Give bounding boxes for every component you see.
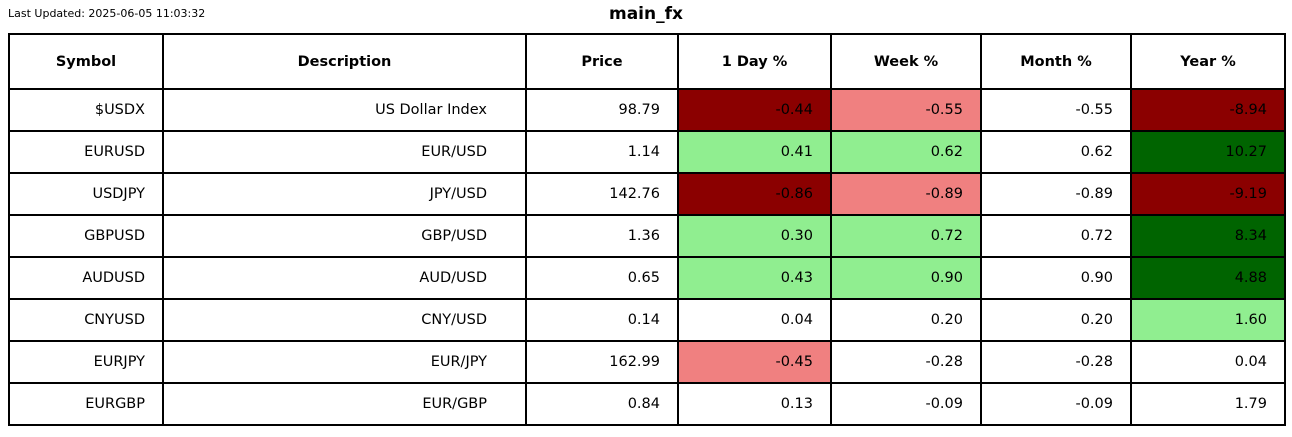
price-cell: 0.65 <box>525 256 679 300</box>
month-pct-cell: 0.90 <box>980 256 1132 300</box>
description-cell: AUD/USD <box>162 256 527 300</box>
week-pct-cell: 0.90 <box>830 256 982 300</box>
symbol-cell: $USDX <box>8 88 164 132</box>
col-header-month-pct: Month % <box>980 33 1132 90</box>
symbol-cell: EURUSD <box>8 130 164 174</box>
description-cell: EUR/USD <box>162 130 527 174</box>
col-header-symbol: Symbol <box>8 33 164 90</box>
last-updated-timestamp: Last Updated: 2025-06-05 11:03:32 <box>8 7 206 20</box>
day-pct-cell: -0.44 <box>677 88 832 132</box>
price-cell: 1.14 <box>525 130 679 174</box>
year-pct-cell: 8.34 <box>1130 214 1286 258</box>
month-pct-cell: -0.55 <box>980 88 1132 132</box>
description-cell: EUR/GBP <box>162 382 527 426</box>
table-row: EURJPY EUR/JPY 162.99 -0.45 -0.28 -0.28 … <box>8 340 1286 384</box>
symbol-cell: EURGBP <box>8 382 164 426</box>
symbol-cell: EURJPY <box>8 340 164 384</box>
month-pct-cell: -0.28 <box>980 340 1132 384</box>
table-row: USDJPY JPY/USD 142.76 -0.86 -0.89 -0.89 … <box>8 172 1286 216</box>
month-pct-cell: 0.62 <box>980 130 1132 174</box>
week-pct-cell: 0.20 <box>830 298 982 342</box>
month-pct-cell: -0.89 <box>980 172 1132 216</box>
table-row: EURGBP EUR/GBP 0.84 0.13 -0.09 -0.09 1.7… <box>8 382 1286 426</box>
col-header-description: Description <box>162 33 527 90</box>
fx-table: Symbol Description Price 1 Day % Week % … <box>8 33 1286 426</box>
year-pct-cell: 10.27 <box>1130 130 1286 174</box>
table-row: EURUSD EUR/USD 1.14 0.41 0.62 0.62 10.27 <box>8 130 1286 174</box>
year-pct-cell: -8.94 <box>1130 88 1286 132</box>
day-pct-cell: -0.86 <box>677 172 832 216</box>
price-cell: 142.76 <box>525 172 679 216</box>
table-row: $USDX US Dollar Index 98.79 -0.44 -0.55 … <box>8 88 1286 132</box>
price-cell: 162.99 <box>525 340 679 384</box>
description-cell: CNY/USD <box>162 298 527 342</box>
year-pct-cell: 1.60 <box>1130 298 1286 342</box>
price-cell: 1.36 <box>525 214 679 258</box>
price-cell: 0.84 <box>525 382 679 426</box>
description-cell: EUR/JPY <box>162 340 527 384</box>
description-cell: GBP/USD <box>162 214 527 258</box>
day-pct-cell: 0.41 <box>677 130 832 174</box>
year-pct-cell: 1.79 <box>1130 382 1286 426</box>
day-pct-cell: -0.45 <box>677 340 832 384</box>
page-title: main_fx <box>609 4 683 24</box>
week-pct-cell: -0.55 <box>830 88 982 132</box>
week-pct-cell: 0.72 <box>830 214 982 258</box>
header-row: Symbol Description Price 1 Day % Week % … <box>8 33 1286 90</box>
week-pct-cell: -0.28 <box>830 340 982 384</box>
col-header-year-pct: Year % <box>1130 33 1286 90</box>
year-pct-cell: 0.04 <box>1130 340 1286 384</box>
month-pct-cell: -0.09 <box>980 382 1132 426</box>
day-pct-cell: 0.30 <box>677 214 832 258</box>
col-header-day-pct: 1 Day % <box>677 33 832 90</box>
description-cell: JPY/USD <box>162 172 527 216</box>
symbol-cell: USDJPY <box>8 172 164 216</box>
day-pct-cell: 0.04 <box>677 298 832 342</box>
day-pct-cell: 0.43 <box>677 256 832 300</box>
price-cell: 0.14 <box>525 298 679 342</box>
table-row: GBPUSD GBP/USD 1.36 0.30 0.72 0.72 8.34 <box>8 214 1286 258</box>
col-header-price: Price <box>525 33 679 90</box>
year-pct-cell: -9.19 <box>1130 172 1286 216</box>
symbol-cell: CNYUSD <box>8 298 164 342</box>
day-pct-cell: 0.13 <box>677 382 832 426</box>
symbol-cell: GBPUSD <box>8 214 164 258</box>
col-header-week-pct: Week % <box>830 33 982 90</box>
table-row: AUDUSD AUD/USD 0.65 0.43 0.90 0.90 4.88 <box>8 256 1286 300</box>
table-row: CNYUSD CNY/USD 0.14 0.04 0.20 0.20 1.60 <box>8 298 1286 342</box>
symbol-cell: AUDUSD <box>8 256 164 300</box>
month-pct-cell: 0.20 <box>980 298 1132 342</box>
week-pct-cell: -0.89 <box>830 172 982 216</box>
week-pct-cell: 0.62 <box>830 130 982 174</box>
week-pct-cell: -0.09 <box>830 382 982 426</box>
price-cell: 98.79 <box>525 88 679 132</box>
month-pct-cell: 0.72 <box>980 214 1132 258</box>
year-pct-cell: 4.88 <box>1130 256 1286 300</box>
description-cell: US Dollar Index <box>162 88 527 132</box>
